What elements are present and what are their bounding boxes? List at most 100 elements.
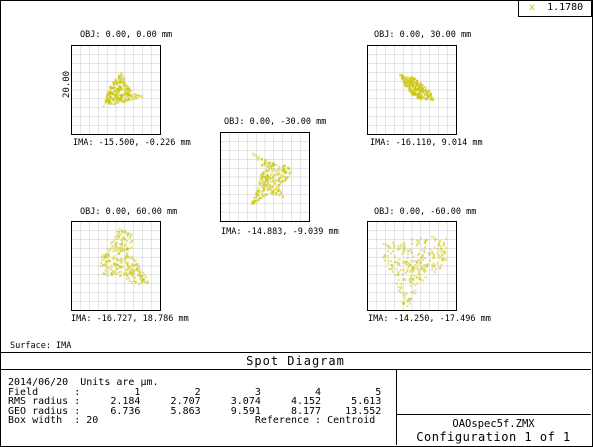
spot-point: ×: [405, 81, 408, 86]
spot-point: ×: [121, 82, 124, 87]
spot-point: ×: [407, 82, 410, 87]
spot-point: ×: [144, 275, 147, 280]
spot-point: ×: [279, 192, 282, 197]
spot-point: ×: [416, 253, 419, 258]
spot-point: ×: [260, 180, 263, 185]
spot-point: ×: [255, 153, 258, 158]
spot-point: ×: [403, 277, 406, 282]
spot-point: ×: [273, 173, 276, 178]
spot-point: ×: [119, 94, 122, 99]
spot-point: ×: [131, 270, 134, 275]
spot-point: ×: [440, 257, 443, 262]
spot-point: ×: [416, 84, 419, 89]
spot-point: ×: [427, 94, 430, 99]
spot-point: ×: [133, 258, 136, 263]
spot-point: ×: [415, 261, 418, 266]
spot-point: ×: [126, 262, 129, 267]
spot-point: ×: [398, 245, 401, 250]
spot-point: ×: [126, 262, 129, 267]
spot-point: ×: [126, 273, 129, 278]
spot-point: ×: [425, 96, 428, 101]
spot-point: ×: [133, 271, 136, 276]
spot-point: ×: [112, 91, 115, 96]
spot-point: ×: [431, 250, 434, 255]
spot-point: ×: [411, 280, 414, 285]
spot-point: ×: [260, 163, 263, 168]
spot-point: ×: [117, 74, 120, 79]
spot-point: ×: [257, 193, 260, 198]
spot-point: ×: [119, 232, 122, 237]
spot-point: ×: [127, 96, 130, 101]
spot-point: ×: [103, 254, 106, 259]
spot-point: ×: [432, 264, 435, 269]
spot-point: ×: [276, 172, 279, 177]
spot-point: ×: [113, 92, 116, 97]
surface-label: Surface: IMA: [10, 341, 72, 351]
spot-point: ×: [142, 270, 145, 275]
spot-point: ×: [109, 95, 112, 100]
spot-point: ×: [103, 271, 106, 276]
spot-point: ×: [404, 277, 407, 282]
spot-point: ×: [408, 88, 411, 93]
spot-point: ×: [113, 271, 116, 276]
spot-point: ×: [105, 93, 108, 98]
spot-point: ×: [419, 84, 422, 89]
spot-point: ×: [116, 87, 119, 92]
spot-point: ×: [133, 278, 136, 283]
spot-point: ×: [418, 93, 421, 98]
spot-point: ×: [404, 83, 407, 88]
spot-point: ×: [262, 178, 265, 183]
spot-point: ×: [122, 247, 125, 252]
spot-point: ×: [108, 259, 111, 264]
spot-point: ×: [416, 93, 419, 98]
spot-point: ×: [432, 264, 435, 269]
spot-point: ×: [125, 271, 128, 276]
spot-point: ×: [126, 88, 129, 93]
spot-point: ×: [118, 245, 121, 250]
spot-point: ×: [271, 185, 274, 190]
spot-point: ×: [402, 268, 405, 273]
spot-point: ×: [278, 188, 281, 193]
spot-point: ×: [418, 95, 421, 100]
spot-point: ×: [404, 79, 407, 84]
spot-point: ×: [112, 245, 115, 250]
spot-point: ×: [120, 95, 123, 100]
spot-point: ×: [413, 273, 416, 278]
spot-point: ×: [417, 238, 420, 243]
spot-point: ×: [283, 166, 286, 171]
spot-point: ×: [438, 243, 441, 248]
spot-point: ×: [251, 200, 254, 205]
spot-point: ×: [408, 279, 411, 284]
spot-point: ×: [108, 254, 111, 259]
spot-point: ×: [432, 251, 435, 256]
spot-point: ×: [403, 244, 406, 249]
spot-point: ×: [404, 261, 407, 266]
spot-point: ×: [139, 270, 142, 275]
spot-point: ×: [410, 90, 413, 95]
spot-point: ×: [274, 177, 277, 182]
spot-point: ×: [124, 248, 127, 253]
spot-point: ×: [414, 92, 417, 97]
spot-point: ×: [125, 98, 128, 103]
spot-point: ×: [418, 89, 421, 94]
spot-point: ×: [119, 93, 122, 98]
spot-point: ×: [423, 247, 426, 252]
spot-point: ×: [425, 90, 428, 95]
spot-point: ×: [112, 81, 115, 86]
spot-point: ×: [116, 92, 119, 97]
spot-point: ×: [409, 86, 412, 91]
spot-point: ×: [130, 267, 133, 272]
spot-point: ×: [414, 83, 417, 88]
spot-point: ×: [113, 101, 116, 106]
spot-point: ×: [407, 299, 410, 304]
spot-point: ×: [420, 88, 423, 93]
spot-point: ×: [397, 288, 400, 293]
spot-point: ×: [416, 92, 419, 97]
spot-point: ×: [115, 262, 118, 267]
spot-point: ×: [117, 74, 120, 79]
spot-point: ×: [433, 263, 436, 268]
spot-point: ×: [133, 93, 136, 98]
spot-point: ×: [274, 168, 277, 173]
spot-point: ×: [112, 256, 115, 261]
spot-point: ×: [130, 94, 133, 99]
